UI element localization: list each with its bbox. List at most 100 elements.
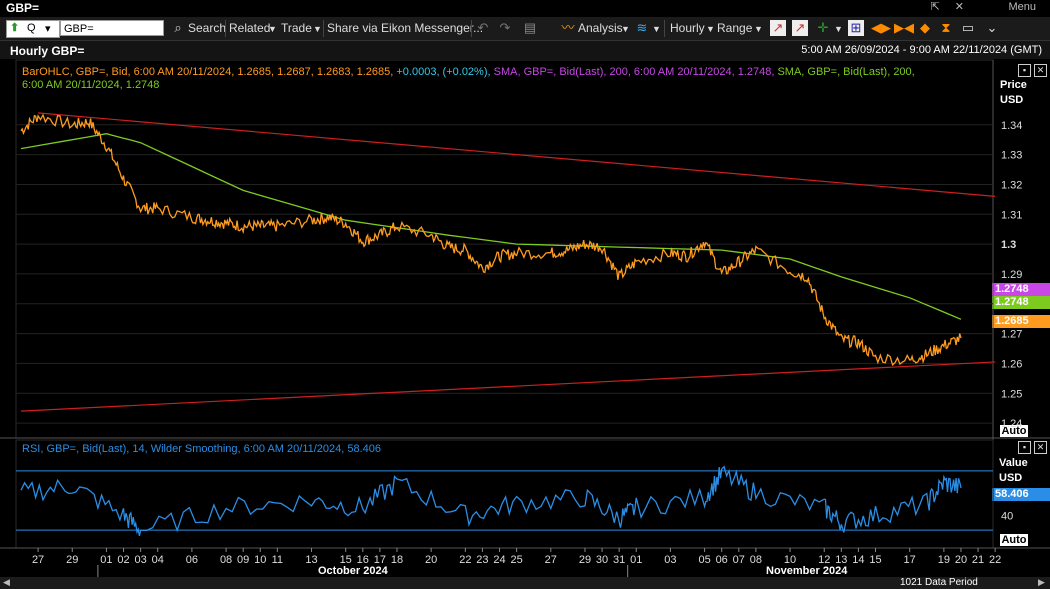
chevron-down-icon[interactable]: ▼ [834,24,843,34]
bar-change: +0.0003, (+0.02%), [396,66,491,78]
x-tick-label: 03 [664,554,676,566]
share-button[interactable]: Share via Eikon Messenger... [327,21,484,35]
compare-icon[interactable]: ↗ [792,20,808,36]
rsi-panel [15,439,994,549]
x-tick-label: 29 [579,554,591,566]
search-button[interactable]: Search [188,21,227,35]
date-range: 5:00 AM 26/09/2024 - 9:00 AM 22/11/2024 … [801,44,1042,56]
undo-icon[interactable]: ↶ [477,20,489,35]
chevron-down-icon[interactable]: ▼ [621,24,630,34]
x-tick-label: 25 [510,554,522,566]
separator [225,20,226,37]
separator [471,20,472,37]
x-tick-label: 21 [972,554,984,566]
x-tick-label: 15 [340,554,352,566]
scroll-left-icon[interactable]: ◀▶ [871,20,891,35]
scroll-right-icon[interactable]: ▶ [1038,577,1045,587]
chart-header: Hourly GBP= 5:00 AM 26/09/2024 - 9:00 AM… [0,41,1050,59]
x-tick-label: 12 [818,554,830,566]
range-select[interactable]: Range [717,21,753,35]
chevron-down-icon[interactable]: ▼ [754,24,763,34]
quote-icon: Q [27,22,36,34]
price-panel-controls[interactable]: ▪ ✕ [1018,64,1048,77]
sma-line [20,133,962,320]
chevron-down-icon[interactable]: ▼ [652,24,661,34]
sma-last-value: 1.2748 [992,283,1050,296]
zoom-icon[interactable]: ⊞ [848,20,864,36]
x-tick-label: 08 [750,554,762,566]
x-tick-label: 30 [596,554,608,566]
auto-scale-button[interactable]: Auto [1000,425,1028,437]
sma2-legend-cont: 6:00 AM 20/11/2024, 1.2748 [22,79,160,91]
quote-selector[interactable]: ⬆ Q ▾ [6,20,60,38]
redo-icon[interactable]: ↷ [499,20,511,35]
chart-type-icon[interactable]: ▤ [523,20,537,35]
x-tick-label: 24 [493,554,505,566]
more-icon[interactable]: ▭ [961,20,975,35]
price-tick-label: 1.25 [1001,388,1022,400]
sma1-legend: SMA, GBP=, Bid(Last), 200, 6:00 AM 20/11… [493,66,775,78]
window-controls[interactable]: ⇱ ✕ [930,1,970,13]
month-label-oct: October 2024 [318,565,388,577]
x-tick-label: 02 [117,554,129,566]
price-tick-label: 1.34 [1001,120,1022,132]
compress-icon[interactable]: ⧗ [941,20,951,35]
x-tick-label: 19 [938,554,950,566]
fit-icon[interactable]: ▶◀ [894,20,914,35]
close-panel-icon[interactable]: ✕ [1034,64,1048,77]
price-tick-label: 1.33 [1001,150,1022,162]
scale-icon[interactable]: ◆ [920,20,930,35]
x-tick-label: 23 [476,554,488,566]
price-tick-label: 1.3 [1001,239,1016,251]
indicator-icon[interactable]: ≋ [636,20,648,35]
related-menu[interactable]: Related [229,21,271,35]
rsi-tick-label: 40 [1001,510,1013,522]
minimize-panel-icon[interactable]: ▪ [1018,64,1031,77]
price-tick-label: 1.29 [1001,269,1022,281]
analysis-menu[interactable]: Analysis [578,21,623,35]
minimize-panel-icon[interactable]: ▪ [1018,441,1031,454]
menu-button[interactable]: Menu [1008,1,1036,13]
x-tick-label: 06 [186,554,198,566]
rsi-auto-scale-button[interactable]: Auto [1000,534,1028,546]
rsi-legend: RSI, GBP=, Bid(Last), 14, Wilder Smoothi… [22,443,382,455]
toolbar: ⬆ Q ▾ GBP= ⌕ Search Related ▼ Trade ▼ Sh… [0,17,1050,41]
separator [664,20,665,37]
rsi-panel-controls[interactable]: ▪ ✕ [1018,441,1048,454]
ric-input[interactable]: GBP= [60,20,164,36]
crosshair-icon[interactable]: ✛ [817,20,829,35]
interval-select[interactable]: Hourly [670,21,705,35]
x-tick-label: 04 [152,554,164,566]
x-tick-label: 27 [32,554,44,566]
chevron-down-icon[interactable]: ▼ [706,24,715,34]
trendline-lower [20,361,996,412]
chevron-down-icon[interactable]: ▼ [268,24,277,34]
trendline-upper [38,112,996,197]
x-tick-label: 01 [630,554,642,566]
rsi-line [20,465,962,537]
analysis-icon[interactable]: 〰 [561,20,575,35]
x-tick-label: 09 [237,554,249,566]
x-tick-label: 14 [852,554,864,566]
scroll-left-icon[interactable]: ◀ [3,577,10,587]
search-icon[interactable]: ⌕ [174,20,182,35]
line-chart-icon[interactable]: ↗ [770,20,786,36]
price-line [20,113,962,367]
x-tick-label: 20 [955,554,967,566]
dropdown-icon[interactable]: ▾ [45,23,51,35]
price-axis-unit: USD [1000,94,1024,106]
bar-legend: BarOHLC, GBP=, Bid, 6:00 AM 20/11/2024, … [22,66,394,78]
price-panel [15,59,994,439]
x-tick-label: 20 [425,554,437,566]
x-tick-label: 17 [904,554,916,566]
expand-icon[interactable]: ⌄ [986,20,998,35]
x-tick-label: 16 [357,554,369,566]
x-tick-label: 29 [66,554,78,566]
chevron-down-icon[interactable]: ▼ [313,24,322,34]
month-label-nov: November 2024 [766,565,848,577]
trade-menu[interactable]: Trade [281,21,312,35]
x-tick-label: 10 [784,554,796,566]
close-panel-icon[interactable]: ✕ [1034,441,1048,454]
scroll-bar[interactable]: ◀ 1021 Data Period ▶ [0,577,1050,589]
